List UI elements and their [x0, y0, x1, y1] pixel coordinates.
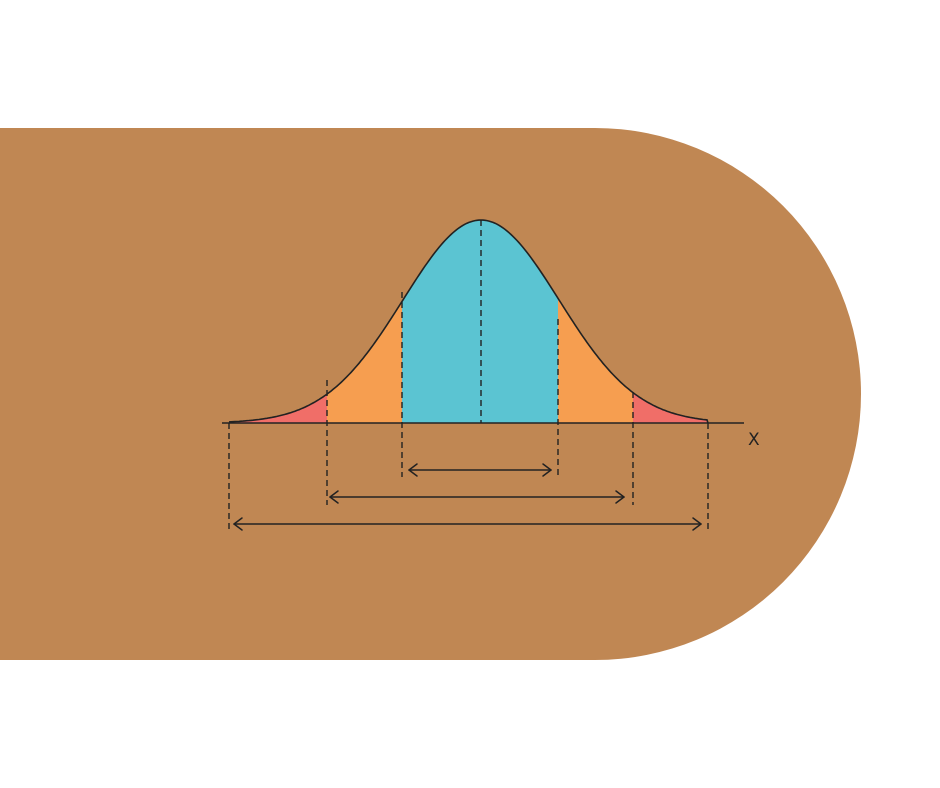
middle-range-arrow	[329, 490, 625, 504]
right-middle-region	[558, 220, 633, 423]
left-outer-region	[229, 220, 327, 423]
center-region	[402, 220, 558, 423]
right-outer-region	[633, 220, 708, 423]
outer-range-arrow	[233, 517, 702, 531]
bell-curve	[228, 219, 709, 424]
left-middle-region	[327, 220, 402, 423]
region-fills	[229, 220, 708, 423]
inner-range-arrow	[408, 463, 552, 477]
range-arrows	[233, 463, 702, 531]
dashed-guides	[228, 220, 709, 533]
x-axis-label: X	[748, 430, 760, 450]
